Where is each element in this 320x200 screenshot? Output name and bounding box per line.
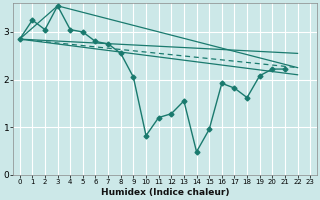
X-axis label: Humidex (Indice chaleur): Humidex (Indice chaleur): [101, 188, 229, 197]
